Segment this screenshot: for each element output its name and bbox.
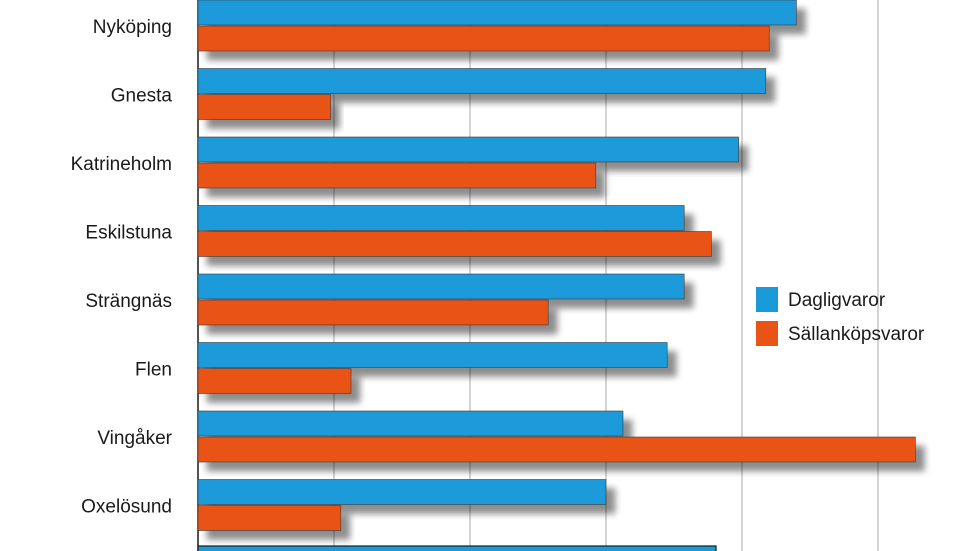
bar-eskilstuna-sallankopsvaror — [197, 231, 712, 257]
legend-swatch-sallankopsvaror — [756, 321, 778, 346]
category-labels: Nyköping Gnesta Katrineholm Eskilstuna Strän… — [71, 17, 173, 518]
bottom-bar-partial — [197, 545, 717, 551]
bar-katrineholm-dagligvaror — [197, 136, 739, 163]
category-label-vingaker: Vingåker — [97, 428, 172, 449]
bar-katrineholm-sallankopsvaror — [197, 162, 597, 189]
legend-label-sallankopsvaror: Sällanköpsvaror — [788, 324, 925, 345]
bar-vingaker-sallankopsvaror — [197, 436, 916, 463]
category-label-katrineholm: Katrineholm — [71, 154, 172, 175]
bars — [197, 0, 916, 551]
category-label-strangnas: Strängnäs — [85, 291, 172, 312]
bar-oxelosund-dagligvaror — [197, 479, 607, 505]
legend: Dagligvaror Sällanköpsvaror — [756, 287, 925, 346]
category-label-nykoping: Nyköping — [93, 17, 172, 38]
bar-strangnas-sallankopsvaror — [197, 299, 549, 326]
bar-oxelosund-sallankopsvaror — [197, 505, 342, 531]
category-label-gnesta: Gnesta — [111, 86, 173, 107]
legend-swatch-dagligvaror — [756, 287, 778, 312]
category-label-eskilstuna: Eskilstuna — [85, 223, 172, 244]
bar-strangnas-dagligvaror — [197, 273, 685, 300]
bar-vingaker-dagligvaror — [197, 410, 624, 437]
bar-gnesta-dagligvaror — [197, 68, 767, 94]
bar-flen-dagligvaror — [197, 342, 668, 368]
bar-nykoping-sallankopsvaror — [197, 25, 770, 52]
bar-eskilstuna-dagligvaror — [197, 205, 685, 231]
legend-label-dagligvaror: Dagligvaror — [788, 290, 886, 311]
category-label-flen: Flen — [135, 360, 172, 381]
bar-flen-sallankopsvaror — [197, 368, 352, 394]
bar-gnesta-sallankopsvaror — [197, 94, 331, 120]
bar-nykoping-dagligvaror — [197, 0, 797, 26]
category-label-oxelosund: Oxelösund — [81, 497, 172, 518]
